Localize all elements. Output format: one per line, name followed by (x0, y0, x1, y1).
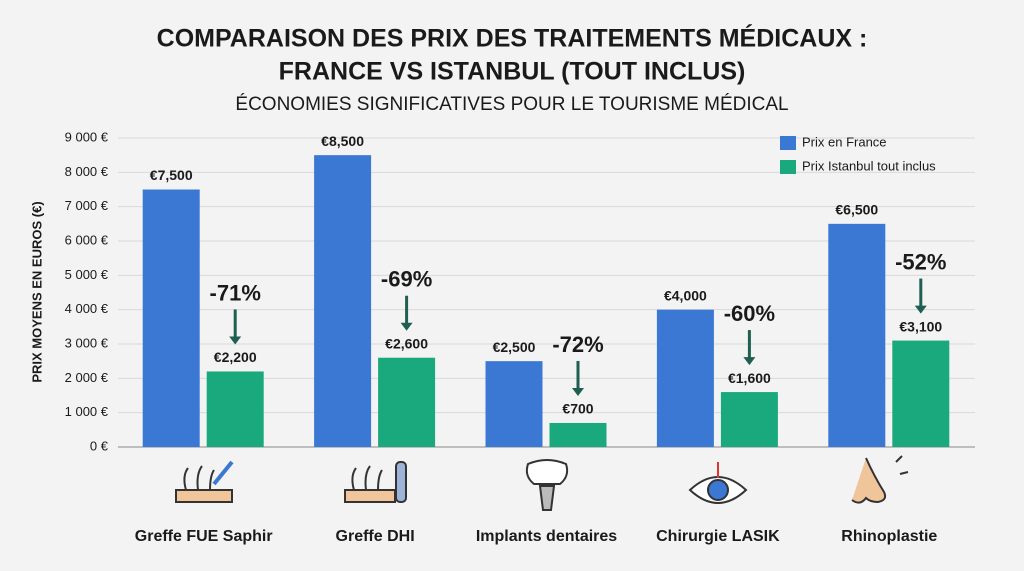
annotation: -52% (895, 249, 946, 274)
y-tick-label: 3 000 € (65, 335, 109, 350)
icon-eye (688, 462, 748, 504)
value-label: €2,200 (214, 349, 257, 365)
icons (175, 455, 909, 511)
annotation: -69% (381, 267, 432, 292)
legend-swatch (780, 136, 796, 150)
y-tick-label: 2 000 € (65, 370, 109, 385)
x-tick-label: Rhinoplastie (841, 528, 937, 545)
bar (206, 371, 264, 447)
x-tick-label: Greffe DHI (336, 528, 415, 545)
bar (828, 223, 886, 447)
value-label: €4,000 (664, 287, 707, 303)
value-label: €1,600 (728, 370, 771, 386)
annotation-arrowhead (400, 322, 413, 331)
x-tick-label: Chirurgie LASIK (656, 528, 780, 545)
chart-subtitle: ÉCONOMIES SIGNIFICATIVES POUR LE TOURISM… (235, 94, 788, 115)
y-tick-label: 9 000 € (65, 129, 109, 144)
bar (314, 155, 372, 447)
bar (378, 357, 436, 447)
icon-hair (175, 460, 234, 503)
legend-swatch (780, 160, 796, 174)
bar (485, 361, 543, 447)
y-tick-label: 5 000 € (65, 267, 109, 282)
annotation: -60% (724, 301, 775, 326)
bar (892, 340, 950, 447)
icon-nose (851, 455, 909, 504)
annotation-arrowhead (743, 357, 756, 366)
value-label: €2,600 (385, 335, 428, 351)
annotation-arrowhead (914, 305, 927, 314)
y-tick-label: 6 000 € (65, 232, 109, 247)
legend-label: Prix Istanbul tout inclus (802, 158, 936, 173)
x-tick-label: Greffe FUE Saphir (135, 528, 273, 545)
value-label: €700 (562, 401, 593, 417)
bar (142, 189, 200, 447)
y-tick-label: 8 000 € (65, 164, 109, 179)
icon-tooth (525, 459, 569, 511)
legend-label: Prix en France (802, 134, 887, 149)
chart-title: COMPARAISON DES PRIX DES TRAITEMENTS MÉD… (157, 24, 868, 53)
annotation-arrowhead (229, 336, 242, 345)
y-tick-label: 7 000 € (65, 198, 109, 213)
value-label: €8,500 (321, 133, 364, 149)
chart-title: FRANCE VS ISTANBUL (TOUT INCLUS) (279, 58, 746, 86)
bar (549, 422, 607, 447)
value-label: €7,500 (150, 167, 193, 183)
x-tick-label: Implants dentaires (476, 528, 617, 545)
bar (720, 392, 778, 447)
value-label: €6,500 (835, 202, 878, 218)
annotation: -72% (552, 332, 603, 357)
bar (656, 309, 714, 447)
annotation: -71% (210, 280, 261, 305)
y-axis-label: PRIX MOYENS EN EUROS (€) (29, 201, 44, 382)
value-label: €2,500 (493, 339, 536, 355)
y-tick-label: 1 000 € (65, 404, 109, 419)
value-label: €3,100 (899, 318, 942, 334)
icon-hair-dhi (344, 461, 407, 503)
annotation-arrowhead (572, 387, 584, 396)
y-tick-label: 0 € (90, 438, 109, 453)
y-tick-label: 4 000 € (65, 301, 109, 316)
